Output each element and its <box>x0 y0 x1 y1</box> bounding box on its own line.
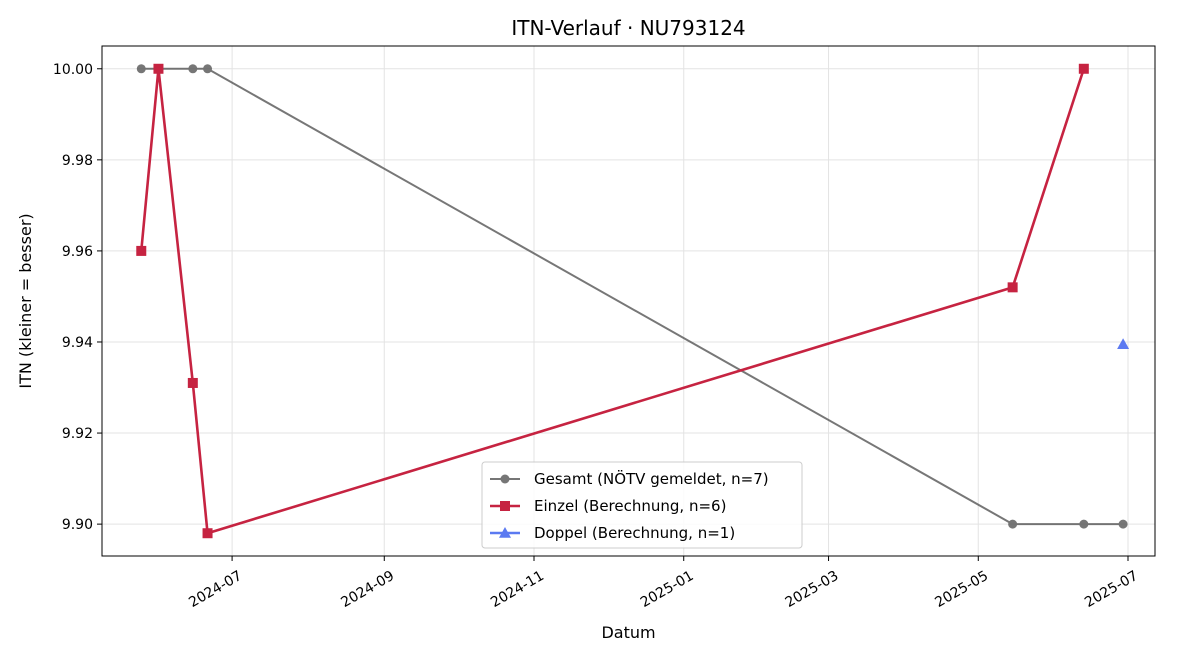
series-2 <box>136 63 1089 539</box>
y-tick-label: 10.00 <box>53 62 93 78</box>
x-tick-label: 2024-07 <box>186 568 245 611</box>
data-point <box>203 64 213 74</box>
y-tick-label: 9.90 <box>62 517 93 533</box>
legend-marker <box>499 527 511 538</box>
chart-title: ITN-Verlauf · NU793124 <box>511 16 745 40</box>
x-tick-label: 2025-07 <box>1082 568 1141 611</box>
x-tick-label: 2025-01 <box>638 568 697 611</box>
legend-item <box>490 474 520 484</box>
plot-frame <box>101 45 1156 557</box>
legend-marker <box>500 474 510 484</box>
y-tick-label: 9.92 <box>62 426 93 442</box>
data-point <box>187 377 198 388</box>
x-axis-label: Datum <box>601 623 655 642</box>
grid <box>102 46 1155 556</box>
data-point <box>1007 282 1018 293</box>
data-point <box>136 245 147 256</box>
legend-label: Einzel (Berechnung, n=6) <box>534 497 726 515</box>
data-point <box>1118 519 1128 529</box>
x-tick-label: 2024-11 <box>488 568 547 611</box>
series-line <box>139 67 1086 535</box>
legend-item <box>490 527 520 538</box>
data-point <box>188 64 198 74</box>
legend-label: Gesamt (NÖTV gemeldet, n=7) <box>534 469 769 488</box>
legend-box <box>481 461 803 549</box>
series-layer <box>136 63 1130 539</box>
data-point <box>1078 63 1089 74</box>
y-axis-label: ITN (kleiner = besser) <box>16 213 35 388</box>
x-tick-label: 2025-05 <box>932 568 991 611</box>
data-point <box>202 528 213 539</box>
x-tick-label: 2024-09 <box>338 568 397 611</box>
legend-item <box>490 501 520 511</box>
y-tick-label: 9.94 <box>62 335 93 351</box>
x-tick-label: 2025-03 <box>783 568 842 611</box>
legend-marker <box>500 501 510 511</box>
data-point <box>1008 519 1018 529</box>
legend-label: Doppel (Berechnung, n=1) <box>534 524 735 542</box>
data-point <box>153 63 164 74</box>
data-point <box>136 64 146 74</box>
series-line <box>141 67 1124 526</box>
series-3 <box>1117 338 1130 350</box>
legend: Gesamt (NÖTV gemeldet, n=7) Einzel (Berec… <box>481 461 803 549</box>
y-tick-label: 9.98 <box>62 153 93 169</box>
data-point <box>1079 519 1089 529</box>
data-point <box>1117 338 1130 350</box>
y-tick-label: 9.96 <box>62 244 93 260</box>
